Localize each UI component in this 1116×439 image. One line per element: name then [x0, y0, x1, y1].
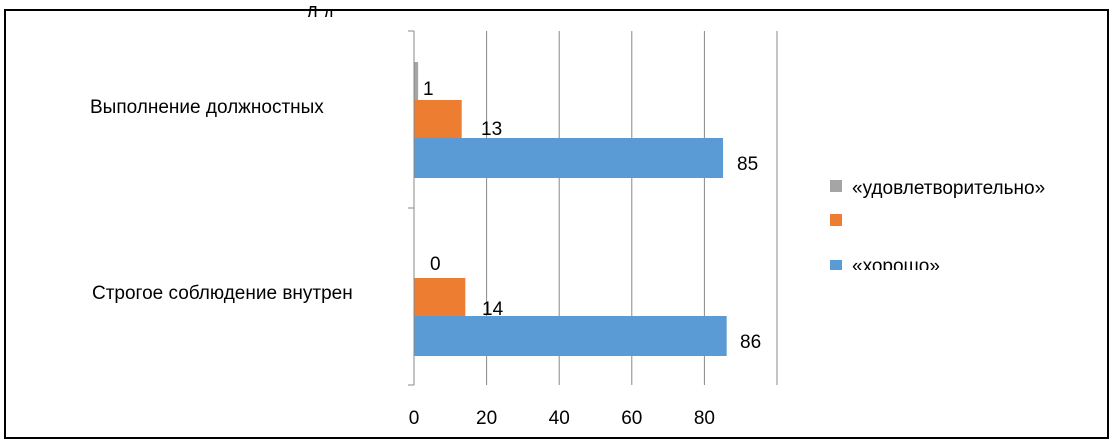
legend-swatch-good	[830, 260, 842, 270]
category-label-rules: Строгое соблюдение внутренней	[92, 283, 352, 304]
category-label-duties: Выполнение должностных	[90, 97, 324, 118]
chart-title-fragment: Д д	[306, 3, 334, 17]
legend-label-good: «хорошо»	[852, 256, 940, 270]
x-tick-label-0: 0	[409, 408, 420, 429]
data-label-cat0-series2: 85	[737, 154, 758, 175]
x-tick-label-80: 80	[694, 408, 715, 429]
x-tick-label-20: 20	[476, 408, 497, 429]
data-label-cat0-series1: 13	[481, 119, 502, 140]
bar-cat0-series1	[414, 100, 462, 138]
data-label-cat1-series1: 14	[482, 299, 504, 320]
data-label-cat1-series0: 0	[430, 254, 441, 275]
x-tick-label-40: 40	[549, 408, 570, 429]
legend: «удовлетворительно» «хорошо»	[830, 178, 1090, 270]
bar-cat1-series2	[414, 316, 727, 356]
bar-cat0-series2	[414, 138, 724, 178]
legend-label-satisfactory: «удовлетворительно»	[852, 178, 1046, 199]
bar-cat1-series1	[414, 278, 466, 316]
legend-swatch-satisfactory	[830, 180, 842, 192]
data-label-cat0-series0: 1	[423, 79, 434, 100]
data-label-cat1-series2: 86	[740, 332, 761, 353]
x-tick-label-60: 60	[621, 408, 642, 429]
legend-swatch-orange	[830, 214, 842, 226]
bar-cat0-series0	[414, 62, 419, 100]
